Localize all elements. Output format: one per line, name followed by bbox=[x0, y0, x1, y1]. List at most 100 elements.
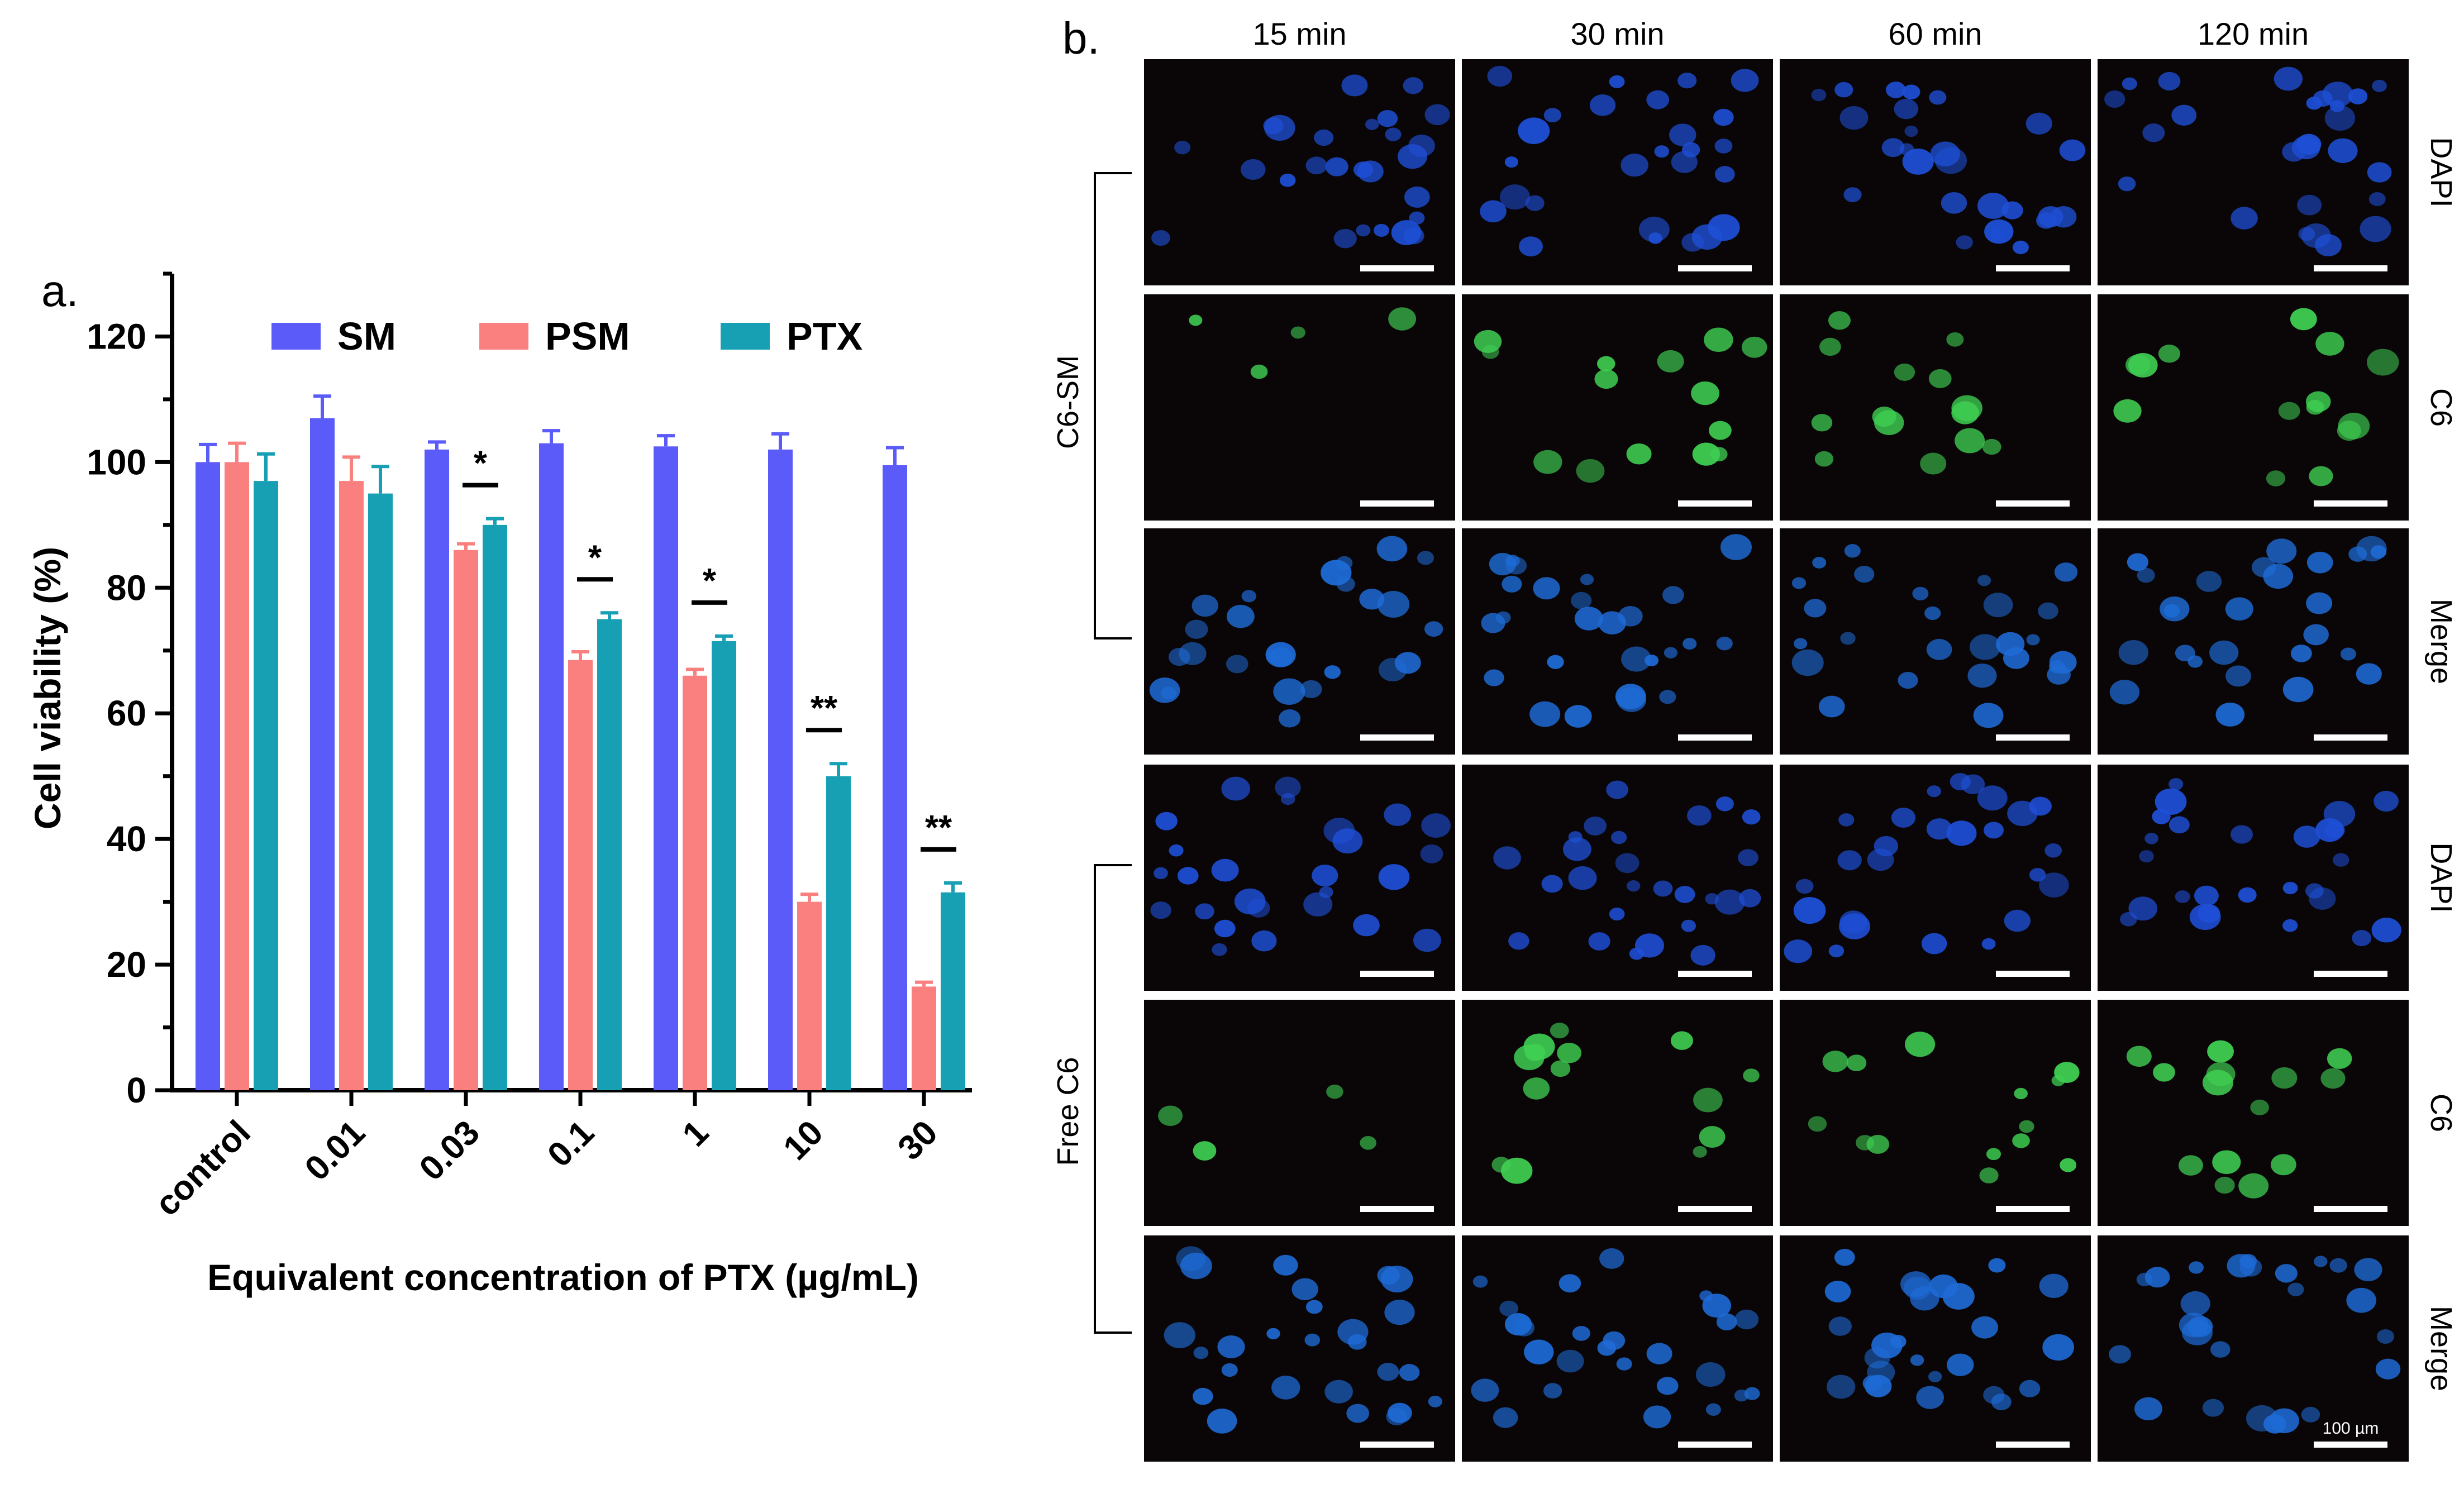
cell-blob bbox=[1793, 897, 1826, 924]
micrograph-dapi bbox=[1462, 765, 1773, 991]
cell-blob bbox=[2303, 624, 2329, 646]
cell-blob bbox=[2144, 832, 2158, 844]
chart-legend: SM PSM PTX bbox=[271, 314, 862, 358]
cell-blob bbox=[1266, 650, 1280, 662]
cell-blob bbox=[1376, 536, 1408, 562]
cell-blob bbox=[1950, 773, 1971, 791]
scale-bar bbox=[1360, 265, 1434, 271]
cell-blob bbox=[1704, 327, 1733, 352]
cell-blob bbox=[1212, 943, 1227, 956]
cell-blob bbox=[2144, 1267, 2170, 1288]
cell-blob bbox=[1691, 224, 1723, 250]
cell-blob bbox=[1894, 363, 1915, 381]
cell-blob bbox=[1388, 307, 1417, 331]
cell-blob bbox=[1589, 94, 1616, 116]
cell-blob bbox=[1709, 421, 1732, 440]
significance-marks: ******* bbox=[463, 445, 956, 852]
cell-blob bbox=[2060, 1158, 2077, 1172]
row-label-dapi: DAPI bbox=[2424, 842, 2458, 913]
cell-blob bbox=[2327, 1048, 2352, 1069]
cell-blob bbox=[1956, 235, 1973, 250]
cell-blob bbox=[1812, 556, 1827, 569]
scale-bar bbox=[1996, 1442, 2070, 1448]
cell-blob bbox=[2368, 192, 2386, 206]
cell-blob bbox=[1941, 192, 1967, 214]
cell-blob bbox=[1304, 1333, 1321, 1347]
cell-blob bbox=[1484, 669, 1504, 686]
cell-blob bbox=[1818, 695, 1845, 718]
cell-blob bbox=[2263, 564, 2294, 589]
cell-blob bbox=[1705, 893, 1719, 905]
micrograph-merge bbox=[1144, 528, 1455, 755]
micrograph-c6 bbox=[2098, 1000, 2409, 1226]
cell-blob bbox=[1616, 1357, 1632, 1371]
cell-blob bbox=[1221, 1363, 1238, 1377]
group-brackets: C6-SM Free C6 bbox=[1051, 172, 1132, 1334]
cell-blob bbox=[1502, 575, 1522, 593]
micrograph-c6 bbox=[1462, 1000, 1773, 1226]
bar-sm bbox=[883, 465, 907, 1090]
cell-blob bbox=[2315, 234, 2342, 256]
panel-a-label: a. bbox=[41, 266, 79, 316]
cell-blob bbox=[1501, 1157, 1533, 1184]
scale-bar bbox=[1996, 500, 2070, 507]
cell-blob bbox=[2348, 88, 2368, 104]
cell-blob bbox=[2039, 1273, 2069, 1299]
scale-bar bbox=[1360, 971, 1434, 977]
cell-blob bbox=[1271, 1375, 1300, 1400]
cell-blob bbox=[1982, 438, 2001, 455]
cell-blob bbox=[2375, 1358, 2401, 1380]
x-tick-labels: control 0.01 0.03 0.1 1 10 30 bbox=[148, 1090, 945, 1223]
bar-psm bbox=[797, 901, 822, 1090]
cell-blob bbox=[2306, 592, 2333, 614]
cell-blob bbox=[1377, 109, 1398, 127]
bar-sm bbox=[196, 462, 220, 1090]
cell-blob bbox=[1662, 586, 1684, 604]
cell-blob bbox=[1867, 848, 1894, 871]
micrograph-c6 bbox=[1780, 1000, 2091, 1226]
cell-blob bbox=[1690, 944, 1715, 966]
cell-blob bbox=[1337, 1319, 1369, 1345]
cell-blob bbox=[1193, 1141, 1217, 1161]
cell-blob bbox=[1871, 1332, 1903, 1359]
cell-blob bbox=[1523, 1077, 1550, 1100]
cell-blob bbox=[1221, 776, 1251, 801]
significance-mark: * bbox=[588, 538, 602, 577]
cell-blob bbox=[1627, 880, 1641, 892]
cell-blob bbox=[2042, 1334, 2075, 1361]
cell-blob bbox=[1524, 1339, 1554, 1364]
panel-a-bar-chart: a. 0 20 40 60 80 100 120 control 0.01 0.03 0.1 1 10… bbox=[27, 266, 972, 1298]
cell-blob bbox=[2306, 551, 2333, 574]
micrograph-background bbox=[1780, 294, 2091, 521]
bar-ptx bbox=[368, 493, 393, 1090]
cell-blob bbox=[2271, 1067, 2298, 1089]
cell-blob bbox=[1951, 401, 1979, 424]
cell-blob bbox=[2297, 194, 2322, 216]
cell-blob bbox=[1480, 200, 1507, 223]
cell-blob bbox=[2215, 702, 2245, 727]
scale-bar bbox=[1996, 971, 2070, 977]
cell-blob bbox=[1280, 793, 1295, 805]
cell-blob bbox=[2238, 1173, 2269, 1199]
cell-blob bbox=[1336, 556, 1353, 570]
micrograph-merge bbox=[2098, 528, 2409, 755]
scale-bar-label: 100 µm bbox=[2323, 1419, 2379, 1438]
bar-ptx bbox=[712, 641, 736, 1090]
cell-blob bbox=[1741, 336, 1767, 358]
cell-blob bbox=[1855, 1135, 1875, 1151]
cell-blob bbox=[1594, 369, 1618, 389]
cell-blob bbox=[1656, 1377, 1679, 1395]
cell-blob bbox=[2044, 843, 2062, 858]
cell-blob bbox=[1784, 939, 1813, 963]
cell-blob bbox=[1341, 74, 1368, 97]
cell-blob bbox=[1385, 127, 1402, 141]
cell-blob bbox=[1226, 604, 1255, 628]
cell-blob bbox=[1403, 77, 1423, 94]
bar-psm bbox=[683, 675, 707, 1090]
cell-blob bbox=[1493, 1407, 1518, 1428]
cell-blob bbox=[2367, 162, 2392, 183]
cell-blob bbox=[1670, 1031, 1694, 1050]
cell-blob bbox=[1559, 1274, 1581, 1293]
cell-blob bbox=[1356, 224, 1371, 237]
cell-blob bbox=[1716, 636, 1733, 651]
